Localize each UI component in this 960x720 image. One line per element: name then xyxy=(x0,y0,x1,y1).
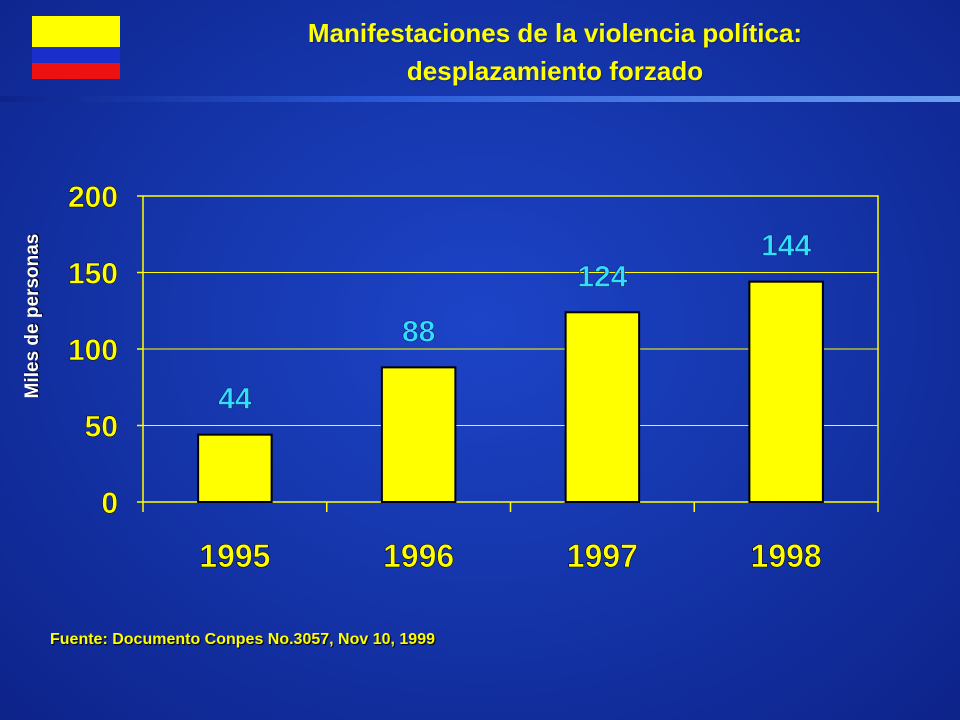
source-note: Fuente: Documento Conpes No.3057, Nov 10… xyxy=(50,631,435,648)
data-label-1998: 144 xyxy=(761,230,811,263)
bar-1998 xyxy=(748,280,824,503)
x-tick-label-1997: 1997 xyxy=(567,538,638,574)
flag-stripe-red xyxy=(32,63,120,79)
title-line-1: Manifestaciones de la violencia política… xyxy=(307,18,803,48)
slide-title: Manifestaciones de la violencia política… xyxy=(180,14,930,90)
header-divider xyxy=(0,96,960,102)
y-tick-label-150: 150 xyxy=(68,258,118,291)
x-tick-label-1995: 1995 xyxy=(199,538,270,574)
x-tick-label-1996: 1996 xyxy=(383,538,454,574)
colombia-flag xyxy=(32,16,120,79)
title-line-2: desplazamiento forzado xyxy=(406,56,704,86)
x-tick-label-1998: 1998 xyxy=(751,538,822,574)
y-tick-label-0: 0 xyxy=(101,487,118,520)
data-label-1995: 44 xyxy=(218,383,252,416)
bar-1995 xyxy=(197,433,273,503)
y-tick-label-50: 50 xyxy=(85,411,118,444)
y-tick-label-200: 200 xyxy=(68,181,118,214)
data-label-1996: 88 xyxy=(402,315,435,348)
y-tick-label-100: 100 xyxy=(68,334,118,367)
flag-stripe-yellow xyxy=(32,16,120,47)
bar-1996 xyxy=(380,366,457,503)
bar-1997 xyxy=(564,311,641,503)
flag-stripe-blue xyxy=(32,47,120,63)
data-label-1997: 124 xyxy=(577,260,627,293)
